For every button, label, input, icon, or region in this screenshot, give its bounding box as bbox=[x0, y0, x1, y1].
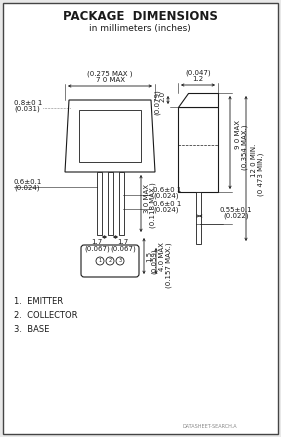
Text: 0.6±0 1: 0.6±0 1 bbox=[153, 187, 181, 193]
Polygon shape bbox=[178, 93, 218, 107]
Text: (0.079): (0.079) bbox=[153, 89, 160, 115]
FancyBboxPatch shape bbox=[81, 245, 139, 277]
Text: 2.  COLLECTOR: 2. COLLECTOR bbox=[14, 312, 78, 320]
Bar bbox=[178, 107, 218, 192]
Text: 7 0 MAX: 7 0 MAX bbox=[96, 77, 124, 83]
Text: 3.  BASE: 3. BASE bbox=[14, 326, 49, 334]
Text: 9 0 MAX: 9 0 MAX bbox=[235, 120, 241, 149]
Text: 0.55±0.1: 0.55±0.1 bbox=[220, 207, 253, 213]
Text: (0.118 MAX.): (0.118 MAX.) bbox=[150, 183, 157, 229]
Text: PACKAGE  DIMENSIONS: PACKAGE DIMENSIONS bbox=[63, 10, 217, 24]
Text: 1: 1 bbox=[98, 259, 101, 264]
Text: (0.024): (0.024) bbox=[153, 193, 178, 199]
Text: 1.7: 1.7 bbox=[117, 239, 129, 245]
Text: 0.6±0.1: 0.6±0.1 bbox=[14, 179, 42, 185]
Text: 1.5: 1.5 bbox=[146, 250, 152, 262]
Text: 1.  EMITTER: 1. EMITTER bbox=[14, 298, 63, 306]
Text: in millimeters (inches): in millimeters (inches) bbox=[89, 24, 191, 32]
Text: 0.8±0 1: 0.8±0 1 bbox=[14, 100, 42, 106]
Text: 1.2: 1.2 bbox=[192, 76, 203, 82]
Text: 2.0: 2.0 bbox=[160, 90, 166, 101]
Text: 4.0 MAX: 4.0 MAX bbox=[159, 243, 165, 271]
Text: DATASHEET-SEARCH.A: DATASHEET-SEARCH.A bbox=[183, 424, 237, 429]
Text: (0.275 MAX ): (0.275 MAX ) bbox=[87, 70, 133, 77]
Text: (0.031): (0.031) bbox=[14, 105, 40, 112]
Bar bbox=[119, 172, 124, 235]
Text: (0.047): (0.047) bbox=[185, 69, 211, 76]
Text: (0.354 MAX.): (0.354 MAX.) bbox=[241, 125, 248, 170]
Circle shape bbox=[106, 257, 114, 265]
Text: 0.6±0 1: 0.6±0 1 bbox=[153, 201, 181, 207]
Text: (0.067): (0.067) bbox=[110, 245, 136, 252]
Circle shape bbox=[116, 257, 124, 265]
Bar bbox=[97, 172, 102, 235]
Text: 2: 2 bbox=[108, 259, 112, 264]
Text: (0.157 MAX.): (0.157 MAX.) bbox=[165, 242, 171, 288]
Text: 3: 3 bbox=[118, 259, 122, 264]
Text: (0 473 MIN.): (0 473 MIN.) bbox=[257, 153, 264, 196]
Text: (0.059): (0.059) bbox=[151, 248, 157, 274]
Text: 12 0 MIN.: 12 0 MIN. bbox=[251, 144, 257, 177]
Bar bbox=[79, 110, 141, 162]
Text: (0.024): (0.024) bbox=[153, 207, 178, 213]
Text: (0.024): (0.024) bbox=[14, 184, 40, 191]
Text: (0.022): (0.022) bbox=[223, 213, 248, 219]
Bar bbox=[108, 172, 113, 235]
Circle shape bbox=[96, 257, 104, 265]
Text: 1.7: 1.7 bbox=[91, 239, 103, 245]
Polygon shape bbox=[65, 100, 155, 172]
Text: (0.067): (0.067) bbox=[84, 245, 110, 252]
Bar bbox=[196, 192, 201, 244]
Text: 3 0 MAX: 3 0 MAX bbox=[144, 184, 150, 213]
